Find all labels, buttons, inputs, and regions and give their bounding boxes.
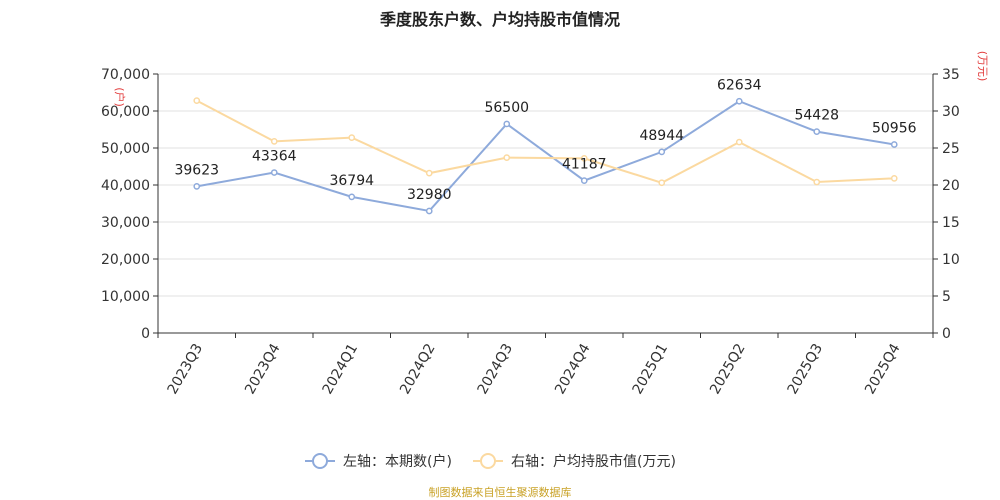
data-point xyxy=(813,178,821,186)
data-point xyxy=(270,137,278,145)
data-point xyxy=(425,207,433,215)
legend-label: 左轴：本期数(户) xyxy=(343,453,452,470)
x-axis-tick-label: 2024Q1 xyxy=(320,341,362,397)
chart-title: 季度股东户数、户均持股市值情况 xyxy=(379,10,620,29)
left-axis-unit: (户) xyxy=(113,87,127,107)
data-point xyxy=(890,141,898,148)
x-axis-tick-label: 2024Q3 xyxy=(475,341,517,397)
data-label: 62634 xyxy=(717,77,762,93)
right-axis-tick-label: 10 xyxy=(942,252,960,268)
x-axis-tick-label: 2024Q2 xyxy=(397,341,439,397)
data-point xyxy=(425,169,433,177)
right-axis-tick-label: 15 xyxy=(942,215,960,231)
data-point xyxy=(658,148,666,156)
data-point xyxy=(270,169,278,176)
left-axis-tick-label: 40,000 xyxy=(101,178,150,194)
x-axis-tick-label: 2024Q4 xyxy=(552,341,594,397)
data-label: 39623 xyxy=(174,162,219,178)
data-point xyxy=(193,183,201,190)
data-point xyxy=(503,120,511,128)
left-axis-tick-label: 10,000 xyxy=(101,289,150,305)
x-axis-tick-label: 2025Q3 xyxy=(785,341,827,397)
data-label: 48944 xyxy=(639,128,684,144)
series-group xyxy=(193,97,898,215)
data-label: 54428 xyxy=(794,108,839,124)
data-point xyxy=(503,154,511,161)
data-label: 50956 xyxy=(872,120,917,136)
legend-marker xyxy=(480,453,496,469)
data-label: 43364 xyxy=(252,149,297,165)
right-axis-unit: (万元) xyxy=(976,51,989,82)
data-label: 56500 xyxy=(484,100,529,116)
left-axis-tick-label: 60,000 xyxy=(101,104,150,120)
left-axis-tick-label: 0 xyxy=(141,326,150,342)
data-point xyxy=(193,97,201,104)
series-line-2 xyxy=(196,99,895,184)
legend-label: 右轴：户均持股市值(万元) xyxy=(511,453,676,470)
right-axis-tick-label: 5 xyxy=(942,289,951,305)
right-axis-tick-label: 30 xyxy=(942,104,960,120)
data-label: 32980 xyxy=(407,187,452,203)
data-point xyxy=(348,193,356,201)
data-point xyxy=(735,138,743,146)
data-point xyxy=(348,134,356,141)
legend-marker xyxy=(312,453,328,469)
x-axis-tick-label: 2023Q3 xyxy=(165,341,207,397)
data-labels: 39623 43364 36794 32980 56500 41187 48944 62634… xyxy=(174,77,916,203)
data-point xyxy=(580,177,588,184)
right-axis-tick-label: 35 xyxy=(942,67,960,83)
right-axis-tick-label: 25 xyxy=(942,141,960,157)
right-axis-tick-label: 0 xyxy=(942,326,951,342)
x-axis-tick-label: 2023Q4 xyxy=(242,341,284,397)
x-axis-tick-label: 2025Q1 xyxy=(630,341,672,397)
legend: 左轴：本期数(户) 右轴：户均持股市值(万元) xyxy=(305,453,676,470)
left-axis-tick-label: 50,000 xyxy=(101,141,150,157)
grid-lines xyxy=(158,73,933,297)
left-axis-tick-label: 70,000 xyxy=(101,67,150,83)
data-label: 36794 xyxy=(329,173,374,189)
left-axis-tick-label: 30,000 xyxy=(101,215,150,231)
data-point xyxy=(580,155,588,162)
series-line-1 xyxy=(196,100,895,213)
data-point xyxy=(890,174,898,182)
data-point xyxy=(735,97,743,105)
right-axis-tick-label: 20 xyxy=(942,178,960,194)
source-footer: 制图数据来自恒生聚源数据库 xyxy=(428,486,572,499)
left-axis-tick-label: 20,000 xyxy=(101,252,150,268)
x-axis-tick-label: 2025Q4 xyxy=(862,341,904,397)
x-axis-tick-label: 2025Q2 xyxy=(707,341,749,397)
data-point xyxy=(813,128,821,135)
data-point xyxy=(658,179,666,187)
data-label: 41187 xyxy=(562,157,607,173)
axes: 0 0 10,000 5 20,000 10 30,000 15 40,000 20 50,000 2… xyxy=(101,51,989,397)
